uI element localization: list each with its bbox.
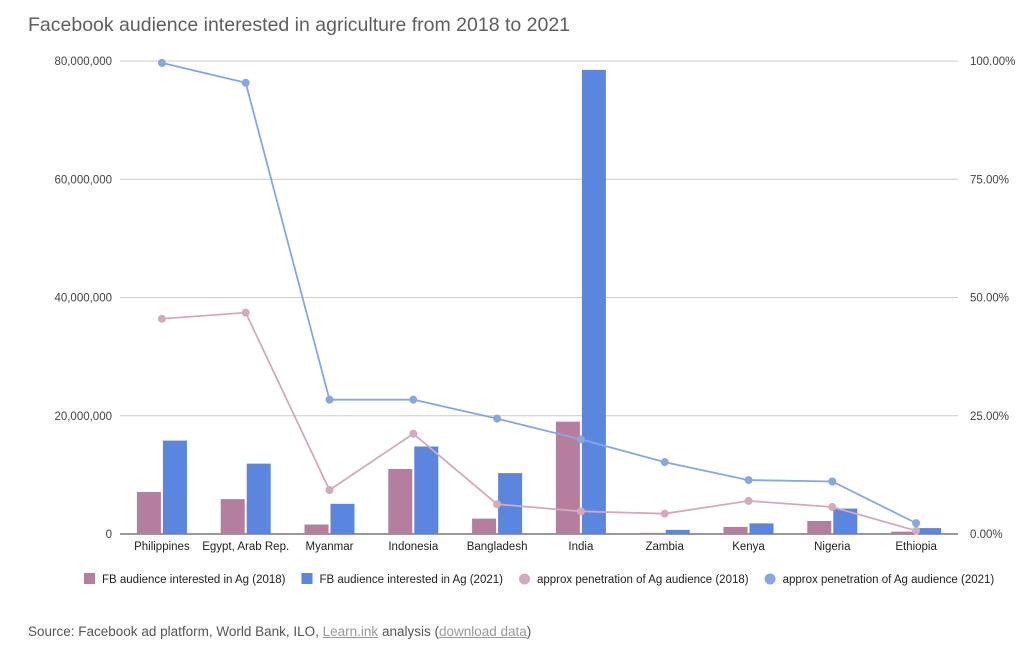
data-point [157, 58, 166, 67]
category-label: Egypt, Arab Rep. [202, 541, 289, 553]
bar [723, 526, 748, 534]
bar [304, 524, 329, 534]
category-label: Nigeria [814, 541, 851, 553]
data-point [912, 526, 921, 535]
category-label: India [568, 541, 594, 553]
data-point [241, 308, 250, 317]
left-axis-ticks: 0 20,000,000 40,000,000 60,000,000 80,000,00… [54, 56, 112, 541]
left-tick-label: 0 [106, 529, 112, 541]
right-tick-label: 75.00% [970, 174, 1009, 186]
data-point [493, 500, 502, 509]
category-label: Bangladesh [467, 541, 528, 553]
data-point [325, 486, 334, 495]
right-tick-label: 50.00% [970, 293, 1009, 305]
legend-swatch [84, 573, 95, 584]
gridlines [120, 60, 958, 535]
category-label: Indonesia [388, 541, 438, 553]
bar [414, 446, 439, 534]
chart-title: Facebook audience interested in agricult… [28, 14, 571, 36]
bar [330, 503, 355, 534]
legend-label: FB audience interested in Ag (2021) [319, 574, 503, 586]
left-tick-label: 60,000,000 [54, 174, 112, 186]
bar [162, 440, 187, 534]
source-suffix: ) [526, 624, 532, 639]
bar [665, 529, 690, 534]
bar [807, 520, 832, 534]
bar [246, 463, 271, 534]
data-point [744, 496, 753, 505]
data-point [157, 314, 166, 323]
bar [749, 523, 774, 534]
legend-swatch [301, 573, 313, 584]
left-tick-label: 20,000,000 [54, 411, 112, 423]
bar [136, 492, 161, 534]
bar [555, 421, 580, 534]
data-point [325, 395, 334, 404]
legend-marker [518, 573, 530, 585]
data-point [576, 435, 585, 444]
legend-label: approx penetration of Ag audience (2021) [783, 574, 995, 586]
source-note: Source: Facebook ad platform, World Bank… [28, 624, 531, 639]
data-point [912, 519, 921, 528]
data-point [409, 429, 418, 438]
right-tick-label: 100.00% [970, 56, 1015, 68]
data-point [660, 509, 669, 518]
data-point [409, 395, 418, 404]
series-line [161, 311, 917, 532]
right-tick-label: 0.00% [970, 529, 1003, 541]
category-label: Zambia [646, 541, 685, 553]
series-line [161, 62, 917, 524]
download-data-link[interactable]: download data [438, 624, 527, 639]
source-middle: analysis ( [378, 624, 439, 639]
data-point [744, 476, 753, 485]
bar [891, 531, 916, 534]
legend-marker [764, 573, 776, 585]
data-point [493, 414, 502, 423]
legend-label: FB audience interested in Ag (2018) [102, 574, 286, 586]
category-label: Philippines [134, 541, 190, 553]
bar [917, 528, 942, 534]
category-label: Myanmar [306, 541, 354, 553]
data-point [828, 503, 837, 512]
bar [498, 473, 523, 534]
bar [639, 532, 664, 534]
right-tick-label: 25.00% [970, 411, 1009, 423]
data-point [241, 78, 250, 87]
category-labels: Philippines Egypt, Arab Rep. Myanmar Indone… [134, 541, 937, 553]
data-point [660, 458, 669, 467]
legend: FB audience interested in Ag (2018) FB au… [84, 573, 994, 586]
data-point [828, 477, 837, 486]
bar [220, 499, 245, 534]
source-prefix: Source: Facebook ad platform, World Bank… [28, 624, 323, 639]
left-tick-label: 40,000,000 [54, 293, 112, 305]
bar [472, 518, 497, 534]
bar [581, 69, 606, 535]
data-point [576, 507, 585, 516]
legend-label: approx penetration of Ag audience (2018) [537, 574, 749, 586]
learnink-link[interactable]: Learn.ink [322, 624, 379, 639]
penetration-lines [157, 58, 921, 535]
category-label: Ethiopia [895, 541, 937, 553]
bar [388, 468, 413, 534]
category-label: Kenya [732, 541, 765, 553]
bars [136, 69, 942, 535]
right-axis-ticks: 0.00% 25.00% 50.00% 75.00% 100.00% [970, 56, 1015, 541]
left-tick-label: 80,000,000 [54, 56, 112, 68]
